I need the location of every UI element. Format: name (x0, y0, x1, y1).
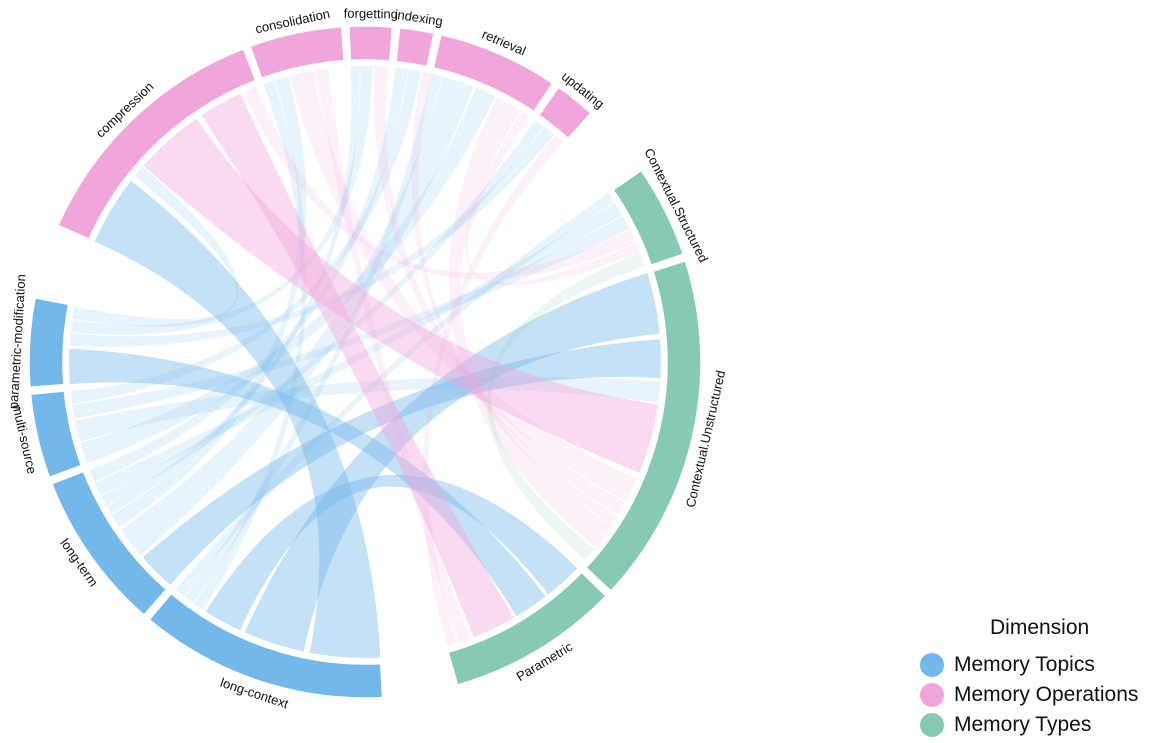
legend-dot-icon (920, 683, 944, 707)
segment-arc-indexing (395, 26, 435, 68)
legend-label: Memory Types (954, 713, 1092, 736)
legend-item-memory-types: Memory Types (918, 710, 1163, 740)
chord-link (72, 216, 630, 419)
segment-arc-forgetting (347, 25, 394, 62)
segment-label-parametric-modification: parametric-modification (6, 274, 29, 410)
chord-link (411, 71, 618, 526)
segment-arc-contextual-structured (612, 169, 685, 267)
segment-arc-long-context (148, 592, 384, 699)
chord-link (422, 135, 564, 647)
segment-label-indexing: indexing (394, 7, 444, 29)
chord-link (94, 180, 381, 659)
segment-arc-updating (537, 86, 592, 140)
segment-arc-parametric-modification (28, 297, 70, 389)
segment-arc-retrieval (432, 33, 554, 113)
segment-arc-parametric (447, 571, 608, 686)
chord-segments (28, 25, 702, 699)
segment-arc-compression (57, 47, 257, 241)
chord-link (72, 166, 239, 327)
legend-label: Memory Topics (954, 653, 1095, 676)
chord-link (121, 76, 474, 555)
legend-dot-icon (920, 713, 944, 737)
legend: Dimension Memory Topics Memory Operation… (918, 616, 1163, 740)
chord-link (94, 202, 622, 496)
segment-arc-contextual-unstructured (584, 260, 702, 593)
segment-arc-consolidation (249, 26, 345, 80)
chord-link (487, 252, 645, 560)
segment-arc-multi-source (29, 390, 83, 479)
legend-item-memory-operations: Memory Operations (918, 680, 1163, 710)
chord-link (315, 68, 471, 643)
legend-item-memory-topics: Memory Topics (918, 650, 1163, 680)
segment-label-forgetting: forgetting (344, 6, 398, 22)
chord-link (74, 376, 661, 442)
legend-title: Dimension (990, 616, 1090, 639)
chord-links (69, 66, 661, 659)
chord-link (70, 69, 422, 404)
chord-link (142, 339, 661, 585)
legend-label: Memory Operations (954, 683, 1139, 706)
chord-link (201, 93, 514, 638)
segment-arc-long-term (50, 470, 168, 617)
chord-link (111, 76, 307, 528)
chord-link (244, 272, 660, 652)
chord-link (205, 474, 578, 631)
legend-dot-icon (920, 653, 944, 677)
chord-link (69, 348, 546, 617)
chord-link (143, 118, 658, 473)
